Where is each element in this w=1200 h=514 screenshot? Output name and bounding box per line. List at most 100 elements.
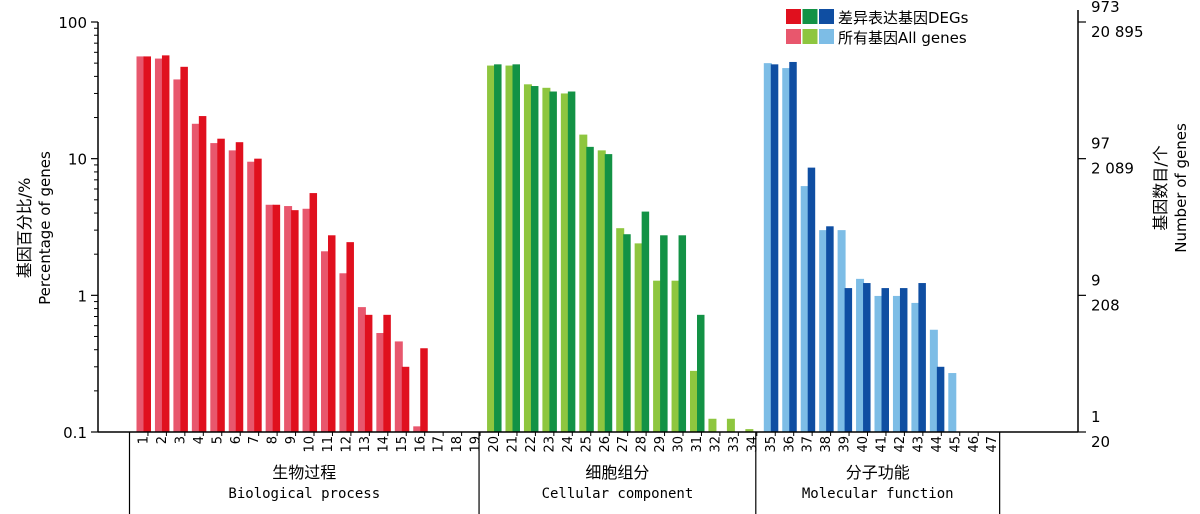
x-tick-label: 6 <box>229 436 244 444</box>
x-tick-label: 22 <box>524 436 539 453</box>
x-tick-labels: 1 2 3 4 5 6 7 8 9 10 11 12 13 14 15 16 17 18 19 20 21 22 23 24 2… <box>129 432 1000 453</box>
y2-tick-label-bottom: 208 <box>1091 296 1120 314</box>
x-tick-label: 41 <box>875 436 890 453</box>
group-label-en: Biological process <box>228 486 380 502</box>
bar-all-genes-25 <box>579 134 588 432</box>
bar-all-genes-15 <box>394 341 403 432</box>
x-tick-label: 45 <box>948 436 963 453</box>
x-tick-label: 26 <box>598 436 613 453</box>
bar-all-genes-5 <box>210 143 219 432</box>
legend-label: 差异表达基因DEGs <box>838 9 969 27</box>
bar-degs-6 <box>235 142 244 432</box>
y-axis-label-en: Percentage of genes <box>36 151 54 305</box>
group-label-en: Cellular component <box>542 486 694 502</box>
group-label-cn: 分子功能 <box>846 463 910 482</box>
bar-degs-29 <box>660 235 668 432</box>
legend-swatch <box>819 9 834 24</box>
bar-all-genes-21 <box>505 65 514 433</box>
x-tick-label: 47 <box>985 436 1000 453</box>
y2-tick-label-top: 1 <box>1091 408 1101 426</box>
bar-degs-39 <box>844 288 853 432</box>
bar-degs-9 <box>291 210 299 432</box>
bar-degs-15 <box>401 366 410 432</box>
legend-label: 所有基因All genes <box>838 29 967 47</box>
bar-all-genes-12 <box>339 273 348 432</box>
bar-all-genes-13 <box>357 307 366 432</box>
bar-degs-43 <box>918 283 926 432</box>
bar-degs-8 <box>272 204 281 432</box>
bar-all-genes-41 <box>874 295 883 432</box>
bar-all-genes-20 <box>487 65 496 433</box>
x-tick-label: 11 <box>321 436 336 453</box>
x-tick-label: 32 <box>708 436 723 453</box>
x-tick-label: 35 <box>764 436 779 453</box>
bar-degs-40 <box>863 283 871 432</box>
x-tick-label: 39 <box>838 436 853 453</box>
bar-degs-28 <box>641 211 650 432</box>
bar-all-genes-23 <box>542 87 551 432</box>
legend-swatch <box>819 29 834 44</box>
x-tick-label: 33 <box>727 436 742 453</box>
bar-all-genes-35 <box>763 63 772 432</box>
bar-all-genes-28 <box>634 243 643 432</box>
x-tick-label: 28 <box>635 436 650 453</box>
bar-degs-2 <box>161 55 170 432</box>
bar-degs-22 <box>530 86 539 432</box>
bar-degs-26 <box>604 154 613 432</box>
bar-all-genes-43 <box>911 302 920 432</box>
bar-degs-35 <box>770 64 779 432</box>
bar-degs-14 <box>383 314 391 432</box>
bar-all-genes-37 <box>800 186 809 432</box>
x-tick-label: 7 <box>247 436 262 444</box>
x-tick-label: 29 <box>653 436 668 453</box>
bar-all-genes-22 <box>523 84 532 432</box>
bar-degs-38 <box>826 226 834 432</box>
bar-all-genes-40 <box>856 278 865 432</box>
x-tick-label: 19 <box>469 436 484 453</box>
bar-all-genes-2 <box>154 58 163 433</box>
bar-all-genes-9 <box>284 206 293 432</box>
x-tick-label: 18 <box>450 436 465 453</box>
x-tick-label: 24 <box>561 436 576 453</box>
x-tick-label: 36 <box>782 436 797 453</box>
x-tick-label: 46 <box>967 436 982 453</box>
bar-degs-31 <box>697 314 705 432</box>
bar-all-genes-14 <box>376 333 385 432</box>
bar-all-genes-45 <box>948 373 957 432</box>
legend-swatch <box>786 29 801 44</box>
group-label-cn: 细胞组分 <box>585 463 649 482</box>
bar-degs-24 <box>567 91 576 432</box>
bar-all-genes-44 <box>929 329 938 432</box>
bar-degs-5 <box>217 138 225 432</box>
y-axis-label-cn: 基因百分比/% <box>15 178 34 279</box>
bar-all-genes-39 <box>837 230 846 432</box>
bar-degs-27 <box>623 234 631 432</box>
bar-all-genes-6 <box>228 150 237 433</box>
bar-degs-25 <box>586 146 594 433</box>
bar-degs-11 <box>328 235 336 432</box>
group-brackets: 生物过程 Biological process 细胞组分 Cellular compo… <box>128 432 1001 514</box>
y2-axis-label-en: Number of genes <box>1172 123 1190 253</box>
bar-all-genes-30 <box>671 280 680 432</box>
bar-all-genes-8 <box>265 204 274 432</box>
bar-all-genes-29 <box>653 280 662 432</box>
y2-tick-label-top: 973 <box>1091 0 1120 16</box>
x-tick-label: 17 <box>432 436 447 453</box>
bar-all-genes-38 <box>819 230 828 432</box>
x-tick-label: 15 <box>395 436 410 453</box>
bar-degs-30 <box>678 235 687 432</box>
x-tick-label: 25 <box>579 436 594 453</box>
group-label-cn: 生物过程 <box>272 463 336 482</box>
group-label-en: Molecular function <box>802 486 954 502</box>
x-tick-label: 23 <box>542 436 557 453</box>
bar-all-genes-10 <box>302 208 311 432</box>
bar-all-genes-34 <box>745 429 754 432</box>
bar-all-genes-4 <box>191 123 200 433</box>
x-tick-label: 34 <box>745 436 760 453</box>
x-tick-label: 8 <box>266 436 281 444</box>
x-tick-label: 42 <box>893 436 908 453</box>
x-tick-label: 16 <box>413 436 428 453</box>
y-tick-label: 10 <box>68 151 87 169</box>
